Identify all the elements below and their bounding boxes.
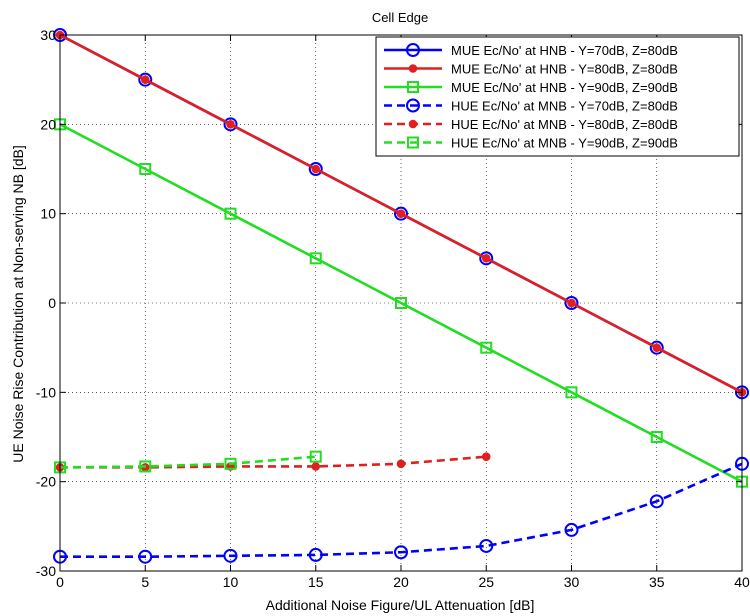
data-point <box>312 463 320 471</box>
data-point <box>568 299 576 307</box>
series-5 <box>56 453 490 471</box>
data-point <box>141 76 149 84</box>
series-line <box>60 457 486 468</box>
legend-marker <box>409 65 417 73</box>
x-tick-label: 30 <box>564 574 580 590</box>
data-point <box>397 210 405 218</box>
x-tick-label: 40 <box>734 574 750 590</box>
series-line <box>60 124 742 481</box>
series-line <box>60 464 742 557</box>
y-axis-title: UE Noise Rise Contribution at Non-servin… <box>10 145 26 462</box>
y-tick-label: -30 <box>36 563 56 579</box>
x-tick-label: 35 <box>649 574 665 590</box>
data-point <box>482 453 490 461</box>
legend-label: HUE Ec/No' at MNB - Y=80dB, Z=80dB <box>451 117 678 132</box>
x-tick-label: 25 <box>478 574 494 590</box>
legend-label: MUE Ec/No' at HNB - Y=80dB, Z=80dB <box>451 62 678 77</box>
x-tick-label: 10 <box>223 574 239 590</box>
x-tick-label: 20 <box>393 574 409 590</box>
series-line <box>60 457 316 468</box>
data-point <box>397 460 405 468</box>
data-point <box>653 344 661 352</box>
legend-label: HUE Ec/No' at MNB - Y=90dB, Z=90dB <box>451 136 678 151</box>
legend-label: MUE Ec/No' at HNB - Y=90dB, Z=90dB <box>451 80 678 95</box>
y-tick-label: 0 <box>48 295 56 311</box>
chart-title: Cell Edge <box>372 10 428 25</box>
legend-label: HUE Ec/No' at MNB - Y=70dB, Z=80dB <box>451 99 678 114</box>
data-point <box>482 255 490 263</box>
y-tick-label: -20 <box>36 474 56 490</box>
legend-label: MUE Ec/No' at HNB - Y=70dB, Z=80dB <box>451 43 678 58</box>
legend-marker <box>409 120 417 128</box>
x-tick-label: 0 <box>56 574 64 590</box>
x-tick-label: 15 <box>308 574 324 590</box>
data-point <box>312 165 320 173</box>
y-tick-label: -10 <box>36 384 56 400</box>
legend: MUE Ec/No' at HNB - Y=70dB, Z=80dB MUE Ec… <box>376 37 739 156</box>
x-tick-label: 5 <box>141 574 149 590</box>
series-6 <box>55 452 321 473</box>
data-point <box>227 121 235 129</box>
series-4 <box>54 458 748 563</box>
y-tick-label: 30 <box>40 27 56 43</box>
x-axis-title: Additional Noise Figure/UL Attenuation [… <box>266 597 535 613</box>
y-tick-label: 20 <box>40 116 56 132</box>
y-tick-label: 10 <box>40 206 56 222</box>
